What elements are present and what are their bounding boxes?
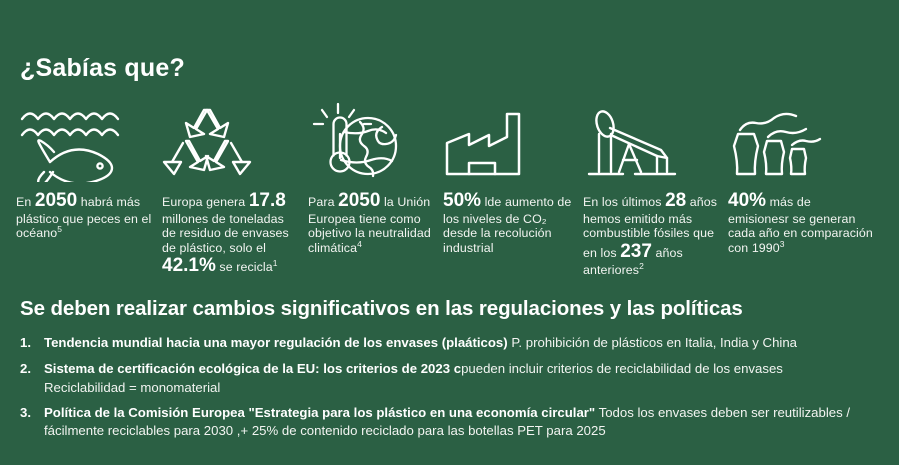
fact-post: la Unión Europea tiene como objetivo la …: [308, 195, 431, 255]
fact-item-ocean-plastic: En 2050 habrá más plástico que peces en …: [16, 100, 162, 241]
fact-number-2: 42.1%: [162, 255, 216, 277]
fact-post: más de emisionesr se generan cada año en…: [728, 195, 873, 255]
fact-text-ocean-plastic: En 2050 habrá más plástico que peces en …: [16, 190, 152, 241]
list-item-number: 3.: [20, 405, 31, 421]
fact-footnote: 4: [357, 238, 362, 249]
fact-item-co2-levels: 50% lde aumento de los niveles de CO₂ de…: [443, 100, 583, 255]
list-item-subtext: Reciclabilidad = monomaterial: [44, 379, 221, 395]
fact-number: 50%: [443, 190, 482, 211]
list-item-strong: Tendencia mundial hacia una mayor regula…: [44, 335, 508, 350]
fact-post: habrá más plástico que peces en el océan…: [16, 195, 152, 241]
fact-pre: En los últimos: [583, 195, 666, 209]
fact-post: años hemos emitido más combustible fósil…: [583, 195, 718, 260]
power-plant-icon: [728, 100, 873, 182]
fact-post: lde aumento de los niveles de CO₂ desde …: [443, 195, 572, 255]
fact-item-emissions: 40% más de emisionesr se generan cada añ…: [728, 100, 883, 255]
fact-number: 17.8: [248, 190, 286, 211]
fact-footnote: 3: [779, 238, 785, 249]
oil-pump-icon: [583, 100, 718, 182]
list-item-strong: Política de la Comisión Europea "Estrate…: [44, 405, 596, 421]
list-item-number: 1.: [20, 335, 31, 350]
section-title-policy-changes: Se deben realizar cambios significativos…: [20, 297, 743, 320]
list-item-number: 2.: [20, 360, 31, 376]
fish-waves-icon: [16, 100, 152, 182]
list-item-rest: P. prohibición de plásticos en Italia, I…: [507, 335, 797, 350]
recycle-icon: [162, 100, 298, 182]
thermometer-globe-icon: [308, 100, 433, 182]
fact-text-co2-levels: 50% lde aumento de los niveles de CO₂ de…: [443, 190, 573, 255]
fact-pre: Para: [308, 195, 339, 209]
list-item: 3. Política de la Comisión Europea "Estr…: [20, 404, 880, 440]
fact-number: 2050: [338, 190, 381, 211]
list-item-rest: pueden incluir criterios de reciclabilid…: [461, 360, 783, 376]
fact-text-packaging-waste: Europa genera 17.8 millones de toneladas…: [162, 190, 298, 277]
fact-post-2: años anteriores: [583, 245, 683, 277]
fact-post-2: se recicla: [215, 260, 273, 275]
page-title: ¿Sabías que?: [20, 54, 185, 82]
fact-footnote: 1: [272, 258, 278, 269]
list-item: 2. Sistema de certificación ecológica de…: [20, 360, 880, 397]
fact-footnote: 2: [639, 260, 644, 271]
list-item-body: Política de la Comisión Europea "Estrate…: [44, 404, 880, 440]
fact-number-2: 237: [620, 240, 652, 262]
list-item-body: Sistema de certificación ecológica de la…: [44, 360, 880, 397]
fact-number: 2050: [34, 190, 78, 211]
fact-text-emissions: 40% más de emisionesr se generan cada añ…: [728, 190, 873, 255]
fact-number: 40%: [728, 190, 767, 211]
factory-icon: [443, 100, 573, 182]
fact-text-fossil-fuels: En los últimos 28 años hemos emitido más…: [583, 190, 718, 277]
facts-row: En 2050 habrá más plástico que peces en …: [16, 100, 883, 277]
fact-number: 28: [665, 190, 687, 211]
fact-post: millones de toneladas de residuo de enva…: [162, 212, 289, 255]
policy-list: 1. Tendencia mundial hacia una mayor reg…: [20, 334, 880, 448]
list-item-rest: Todos los envases deben ser reutilizable…: [44, 405, 851, 439]
fact-pre: En: [16, 195, 35, 209]
fact-footnote: 5: [57, 224, 63, 235]
list-item: 1. Tendencia mundial hacia una mayor reg…: [20, 334, 880, 352]
fact-pre: Europa genera: [162, 195, 249, 209]
fact-text-climate-neutrality: Para 2050 la Unión Europea tiene como ob…: [308, 190, 433, 255]
list-item-strong: Sistema de certificación ecológica de la…: [44, 360, 462, 376]
fact-item-packaging-waste: Europa genera 17.8 millones de toneladas…: [162, 100, 308, 277]
fact-item-fossil-fuels: En los últimos 28 años hemos emitido más…: [583, 100, 728, 277]
list-item-body: Tendencia mundial hacia una mayor regula…: [44, 334, 880, 352]
fact-item-climate-neutrality: Para 2050 la Unión Europea tiene como ob…: [308, 100, 443, 255]
